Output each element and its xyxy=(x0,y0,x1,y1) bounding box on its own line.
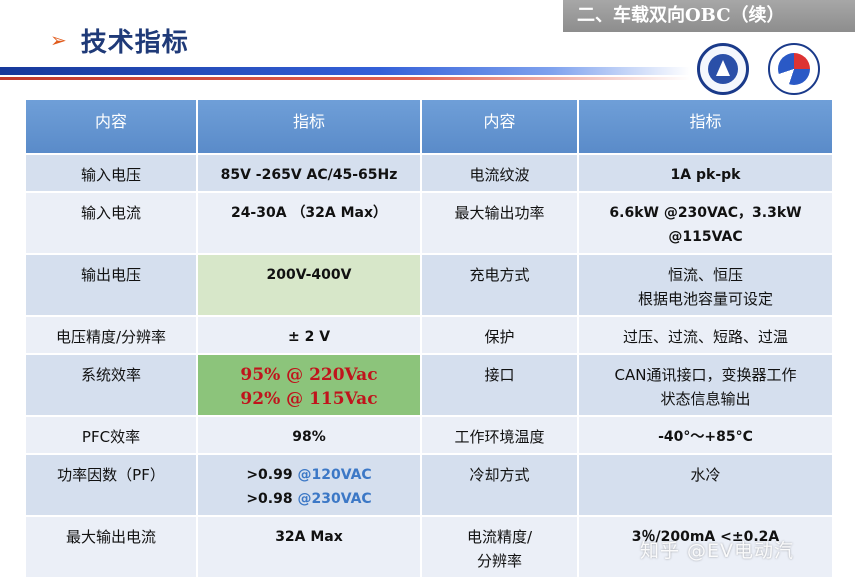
table-row: 功率因数（PF） >0.99 @120VAC >0.98 @230VAC 冷却方… xyxy=(26,455,832,515)
table-row: 电压精度/分辨率 ± 2 V 保护 过压、过流、短路、过温 xyxy=(26,317,832,353)
header-spec-2: 指标 xyxy=(579,100,832,153)
row-label: 接口 xyxy=(422,355,577,415)
row-value: -40°～+85°C xyxy=(579,417,832,453)
row-label: 输入电流 xyxy=(26,193,196,253)
row-value: 200V-400V xyxy=(198,255,420,315)
row-value: CAN通讯接口，变换器工作 状态信息输出 xyxy=(579,355,832,415)
row-label: 工作环境温度 xyxy=(422,417,577,453)
row-value: 水冷 xyxy=(579,455,832,515)
header-content-1: 内容 xyxy=(26,100,196,153)
value-line: CAN通讯接口，变换器工作 xyxy=(614,366,797,384)
table-row: 最大输出电流 32A Max 电流精度/ 分辨率 3％/200mA <±0.2A xyxy=(26,517,832,577)
row-label: 保护 xyxy=(422,317,577,353)
value-line: 根据电池容量可设定 xyxy=(637,290,773,308)
table-row: 输出电压 200V-400V 充电方式 恒流、恒压 根据电池容量可设定 xyxy=(26,255,832,315)
page-title: 技术指标 xyxy=(80,27,189,58)
table-row: 输入电流 24-30A （32A Max） 最大输出功率 6.6kW @230V… xyxy=(26,193,832,253)
row-value: 24-30A （32A Max） xyxy=(198,193,420,253)
row-label: 冷却方式 xyxy=(422,455,577,515)
header-stripe-red xyxy=(0,77,690,80)
row-label: 输出电压 xyxy=(26,255,196,315)
university-logo-icon xyxy=(697,43,749,95)
row-value: 1A pk-pk xyxy=(579,155,832,191)
row-label: PFC效率 xyxy=(26,417,196,453)
row-value: 3％/200mA <±0.2A xyxy=(579,517,832,577)
institute-logo-icon xyxy=(768,43,820,95)
value-line: 恒流、恒压 xyxy=(667,266,743,284)
row-label: 充电方式 xyxy=(422,255,577,315)
value-line: 92% @ 115Vac xyxy=(240,389,378,409)
value-line: @115VAC xyxy=(668,229,743,245)
row-value: 98% xyxy=(198,417,420,453)
row-label: 电流纹波 xyxy=(422,155,577,191)
value-line: >0.98 @230VAC xyxy=(246,491,372,507)
row-value: 恒流、恒压 根据电池容量可设定 xyxy=(579,255,832,315)
label-line: 分辨率 xyxy=(476,552,522,570)
row-value: 过压、过流、短路、过温 xyxy=(579,317,832,353)
row-label: 系统效率 xyxy=(26,355,196,415)
efficiency-value: 95% @ 220Vac 92% @ 115Vac xyxy=(198,355,420,415)
spec-table: 内容 指标 内容 指标 输入电压 85V -265V AC/45-65Hz 电流… xyxy=(24,98,834,579)
section-banner: 二、车载双向OBC（续） xyxy=(563,0,855,32)
chevron-right-icon: ➢ xyxy=(50,28,67,52)
row-label: 电流精度/ 分辨率 xyxy=(422,517,577,577)
title-row: ➢ 技术指标 xyxy=(50,20,189,60)
label-line: 电流精度/ xyxy=(466,528,533,546)
table-header-row: 内容 指标 内容 指标 xyxy=(26,100,832,153)
header-content-2: 内容 xyxy=(422,100,577,153)
row-label: 最大输出功率 xyxy=(422,193,577,253)
row-label: 电压精度/分辨率 xyxy=(26,317,196,353)
value-line: 95% @ 220Vac xyxy=(240,365,378,385)
row-value: ± 2 V xyxy=(198,317,420,353)
value-line: 状态信息输出 xyxy=(660,390,751,408)
row-value: 32A Max xyxy=(198,517,420,577)
header-stripe-blue xyxy=(0,67,690,75)
row-label: 功率因数（PF） xyxy=(26,455,196,515)
value-line: 6.6kW @230VAC，3.3kW xyxy=(609,205,802,221)
header-spec-1: 指标 xyxy=(198,100,420,153)
row-label: 输入电压 xyxy=(26,155,196,191)
table-row: 输入电压 85V -265V AC/45-65Hz 电流纹波 1A pk-pk xyxy=(26,155,832,191)
table-row: PFC效率 98% 工作环境温度 -40°～+85°C xyxy=(26,417,832,453)
row-value: 85V -265V AC/45-65Hz xyxy=(198,155,420,191)
row-value: 6.6kW @230VAC，3.3kW @115VAC xyxy=(579,193,832,253)
value-line: >0.99 @120VAC xyxy=(246,467,372,483)
table-row: 系统效率 95% @ 220Vac 92% @ 115Vac 接口 CAN通讯接… xyxy=(26,355,832,415)
row-label: 最大输出电流 xyxy=(26,517,196,577)
watermark: 知乎 @EV电动汽 xyxy=(640,540,795,562)
row-value: >0.99 @120VAC >0.98 @230VAC xyxy=(198,455,420,515)
